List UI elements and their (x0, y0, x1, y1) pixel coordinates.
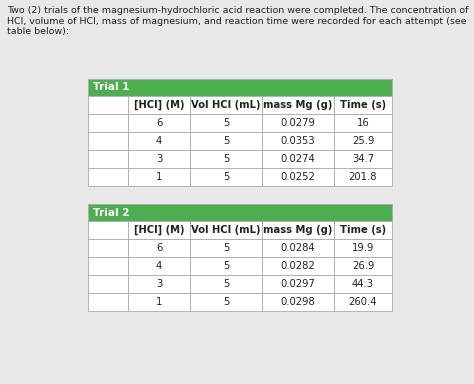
Text: [HCl] (M): [HCl] (M) (134, 225, 184, 235)
FancyBboxPatch shape (128, 275, 190, 293)
Text: 34.7: 34.7 (352, 154, 374, 164)
FancyBboxPatch shape (128, 168, 190, 186)
Text: HCl, volume of HCl, mass of magnesium, and reaction time were recorded for each : HCl, volume of HCl, mass of magnesium, a… (7, 17, 466, 25)
Text: 0.0353: 0.0353 (281, 136, 315, 146)
Text: 260.4: 260.4 (349, 297, 377, 307)
Text: 4: 4 (156, 136, 162, 146)
Text: Vol HCl (mL): Vol HCl (mL) (191, 225, 261, 235)
FancyBboxPatch shape (190, 239, 262, 257)
FancyBboxPatch shape (334, 257, 392, 275)
Text: Vol HCl (mL): Vol HCl (mL) (191, 100, 261, 110)
Text: 5: 5 (223, 154, 229, 164)
Text: table below):: table below): (7, 27, 69, 36)
FancyBboxPatch shape (334, 168, 392, 186)
Text: 16: 16 (356, 118, 369, 128)
Text: 19.9: 19.9 (352, 243, 374, 253)
FancyBboxPatch shape (128, 150, 190, 168)
FancyBboxPatch shape (128, 221, 190, 239)
FancyBboxPatch shape (334, 132, 392, 150)
FancyBboxPatch shape (262, 293, 334, 311)
FancyBboxPatch shape (334, 239, 392, 257)
FancyBboxPatch shape (334, 221, 392, 239)
Text: 0.0297: 0.0297 (281, 279, 315, 289)
Text: 6: 6 (156, 118, 162, 128)
FancyBboxPatch shape (190, 132, 262, 150)
Text: 5: 5 (223, 279, 229, 289)
FancyBboxPatch shape (128, 96, 190, 114)
FancyBboxPatch shape (262, 96, 334, 114)
Text: 3: 3 (156, 279, 162, 289)
Text: 5: 5 (223, 297, 229, 307)
Text: Time (s): Time (s) (340, 225, 386, 235)
FancyBboxPatch shape (88, 275, 128, 293)
FancyBboxPatch shape (334, 114, 392, 132)
FancyBboxPatch shape (88, 239, 128, 257)
Text: 4: 4 (156, 261, 162, 271)
Text: 6: 6 (156, 243, 162, 253)
Text: 201.8: 201.8 (349, 172, 377, 182)
FancyBboxPatch shape (190, 168, 262, 186)
FancyBboxPatch shape (88, 79, 392, 96)
FancyBboxPatch shape (262, 132, 334, 150)
FancyBboxPatch shape (128, 132, 190, 150)
FancyBboxPatch shape (190, 275, 262, 293)
Text: 3: 3 (156, 154, 162, 164)
FancyBboxPatch shape (190, 96, 262, 114)
FancyBboxPatch shape (262, 275, 334, 293)
Text: 5: 5 (223, 261, 229, 271)
Text: Trial 2: Trial 2 (93, 207, 129, 217)
Text: [HCl] (M): [HCl] (M) (134, 100, 184, 110)
FancyBboxPatch shape (190, 114, 262, 132)
FancyBboxPatch shape (128, 239, 190, 257)
Text: 5: 5 (223, 243, 229, 253)
FancyBboxPatch shape (88, 96, 128, 114)
Text: 0.0252: 0.0252 (281, 172, 315, 182)
Text: 0.0279: 0.0279 (281, 118, 315, 128)
FancyBboxPatch shape (262, 221, 334, 239)
Text: Two (2) trials of the magnesium-hydrochloric acid reaction were completed. The c: Two (2) trials of the magnesium-hydrochl… (7, 6, 468, 15)
Text: 0.0298: 0.0298 (281, 297, 315, 307)
Text: 26.9: 26.9 (352, 261, 374, 271)
FancyBboxPatch shape (262, 114, 334, 132)
FancyBboxPatch shape (190, 150, 262, 168)
FancyBboxPatch shape (190, 257, 262, 275)
FancyBboxPatch shape (88, 221, 128, 239)
FancyBboxPatch shape (88, 114, 128, 132)
FancyBboxPatch shape (334, 96, 392, 114)
Text: mass Mg (g): mass Mg (g) (264, 225, 333, 235)
Text: Trial 1: Trial 1 (93, 83, 129, 93)
Text: 5: 5 (223, 118, 229, 128)
FancyBboxPatch shape (334, 275, 392, 293)
FancyBboxPatch shape (190, 221, 262, 239)
FancyBboxPatch shape (262, 150, 334, 168)
Text: Time (s): Time (s) (340, 100, 386, 110)
Text: 44.3: 44.3 (352, 279, 374, 289)
FancyBboxPatch shape (190, 293, 262, 311)
FancyBboxPatch shape (88, 150, 128, 168)
FancyBboxPatch shape (88, 293, 128, 311)
Text: 0.0284: 0.0284 (281, 243, 315, 253)
FancyBboxPatch shape (88, 204, 392, 221)
FancyBboxPatch shape (88, 132, 128, 150)
FancyBboxPatch shape (334, 293, 392, 311)
FancyBboxPatch shape (262, 168, 334, 186)
Text: 0.0282: 0.0282 (281, 261, 315, 271)
Text: 0.0274: 0.0274 (281, 154, 315, 164)
Text: mass Mg (g): mass Mg (g) (264, 100, 333, 110)
Text: 5: 5 (223, 172, 229, 182)
Text: 1: 1 (156, 172, 162, 182)
FancyBboxPatch shape (128, 114, 190, 132)
FancyBboxPatch shape (128, 293, 190, 311)
Text: 25.9: 25.9 (352, 136, 374, 146)
FancyBboxPatch shape (88, 168, 128, 186)
FancyBboxPatch shape (262, 257, 334, 275)
FancyBboxPatch shape (262, 239, 334, 257)
Text: 5: 5 (223, 136, 229, 146)
FancyBboxPatch shape (334, 150, 392, 168)
FancyBboxPatch shape (128, 257, 190, 275)
Text: 1: 1 (156, 297, 162, 307)
FancyBboxPatch shape (88, 257, 128, 275)
